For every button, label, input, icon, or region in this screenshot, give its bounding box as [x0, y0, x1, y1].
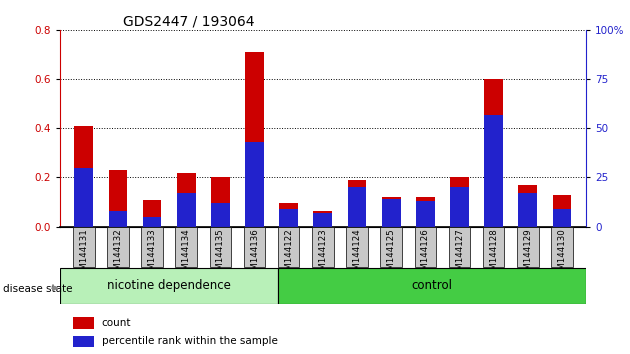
Bar [177, 193, 196, 227]
Text: GSM144123: GSM144123 [318, 229, 328, 281]
Bar [211, 177, 230, 227]
Bar [211, 203, 230, 227]
FancyBboxPatch shape [60, 268, 278, 304]
Bar [177, 172, 196, 227]
FancyBboxPatch shape [244, 227, 265, 267]
Bar [382, 199, 401, 227]
Text: GSM144125: GSM144125 [387, 229, 396, 281]
Text: GSM144122: GSM144122 [284, 229, 293, 281]
Bar [382, 197, 401, 227]
FancyBboxPatch shape [278, 268, 586, 304]
Text: GSM144128: GSM144128 [489, 229, 498, 281]
Text: control: control [411, 279, 453, 292]
FancyBboxPatch shape [141, 227, 163, 267]
Bar [245, 52, 264, 227]
Bar [108, 170, 127, 227]
Text: GSM144131: GSM144131 [79, 229, 88, 281]
Text: GDS2447 / 193064: GDS2447 / 193064 [123, 15, 255, 29]
Bar [484, 115, 503, 227]
FancyBboxPatch shape [346, 227, 368, 267]
Text: GSM144130: GSM144130 [558, 229, 566, 281]
Bar [348, 180, 367, 227]
FancyBboxPatch shape [551, 227, 573, 267]
FancyBboxPatch shape [210, 227, 231, 267]
Text: nicotine dependence: nicotine dependence [107, 279, 231, 292]
Bar [74, 126, 93, 227]
Bar [279, 203, 298, 227]
Bar [518, 185, 537, 227]
FancyBboxPatch shape [278, 227, 299, 267]
Bar [314, 213, 332, 227]
Bar [518, 193, 537, 227]
FancyBboxPatch shape [73, 227, 94, 267]
FancyBboxPatch shape [107, 227, 129, 267]
Text: GSM144126: GSM144126 [421, 229, 430, 281]
FancyBboxPatch shape [483, 227, 505, 267]
Bar [314, 211, 332, 227]
Bar [279, 209, 298, 227]
Bar [416, 201, 435, 227]
Text: disease state: disease state [3, 284, 72, 293]
Bar [553, 209, 571, 227]
Bar [348, 187, 367, 227]
Bar [245, 142, 264, 227]
Bar [108, 211, 127, 227]
FancyBboxPatch shape [176, 227, 197, 267]
Bar [142, 200, 161, 227]
Text: GSM144132: GSM144132 [113, 229, 122, 281]
Text: GSM144135: GSM144135 [216, 229, 225, 281]
Bar [484, 79, 503, 227]
FancyBboxPatch shape [517, 227, 539, 267]
Text: GSM144134: GSM144134 [181, 229, 191, 281]
Text: GSM144124: GSM144124 [353, 229, 362, 281]
Bar [553, 195, 571, 227]
FancyBboxPatch shape [312, 227, 334, 267]
Text: count: count [101, 318, 131, 328]
Bar [73, 336, 94, 347]
Text: GSM144129: GSM144129 [524, 229, 532, 281]
Bar [74, 168, 93, 227]
FancyBboxPatch shape [415, 227, 436, 267]
Bar [450, 177, 469, 227]
Text: GSM144127: GSM144127 [455, 229, 464, 281]
Bar [416, 197, 435, 227]
Text: percentile rank within the sample: percentile rank within the sample [101, 336, 278, 346]
Bar [73, 317, 94, 329]
FancyBboxPatch shape [381, 227, 402, 267]
Bar [450, 187, 469, 227]
Text: GSM144133: GSM144133 [147, 229, 157, 281]
Text: GSM144136: GSM144136 [250, 229, 259, 281]
Bar [142, 217, 161, 227]
FancyBboxPatch shape [449, 227, 470, 267]
